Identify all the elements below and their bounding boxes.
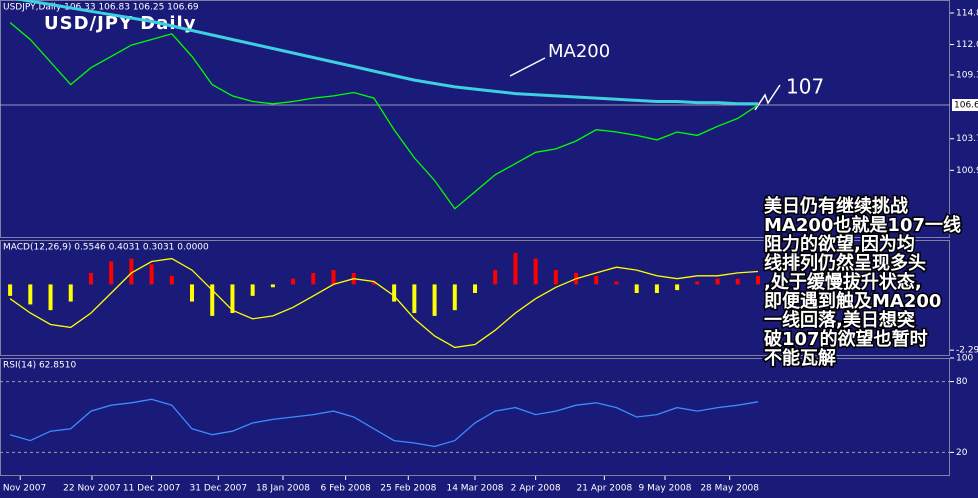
y-tick-label: 80 (956, 377, 968, 387)
histogram-bar (8, 284, 13, 296)
histogram-bar (190, 284, 195, 302)
histogram-bar (493, 270, 498, 285)
histogram-bar (88, 272, 93, 285)
histogram-bar (28, 284, 33, 305)
histogram-bar (735, 278, 740, 285)
panel-title: MACD(12,26,9) 0.5546 0.4031 0.3031 0.000… (3, 243, 209, 253)
x-tick-label: 11 Dec 2007 (123, 484, 181, 494)
histogram-bar (371, 281, 376, 285)
histogram-bar (452, 284, 457, 311)
y-tick-label: 114.85 (956, 8, 978, 18)
level-label: 107 (786, 75, 824, 99)
histogram-bar (533, 258, 538, 285)
histogram-bar (392, 284, 397, 302)
macd-panel (0, 240, 950, 356)
histogram-bar (291, 278, 296, 285)
histogram-bar (614, 281, 619, 285)
x-tick-label: 31 Dec 2007 (190, 484, 248, 494)
panel-title: RSI(14) 62.8510 (3, 361, 76, 371)
series-line (14, 0, 758, 106)
series-line (9, 257, 759, 349)
histogram-bar (169, 275, 174, 285)
histogram-bar (270, 284, 275, 288)
histogram-bar (331, 270, 336, 285)
ma-label: MA200 (548, 41, 610, 62)
x-tick-label: 9 May 2008 (639, 484, 692, 494)
y-tick-label: 100.90 (956, 166, 978, 176)
histogram-bar (473, 284, 477, 293)
histogram-bar (311, 272, 316, 285)
rsi-panel (0, 358, 950, 476)
note-line: MA200也就是107一线 (764, 214, 961, 236)
x-tick-label: 25 Feb 2008 (380, 484, 436, 494)
x-tick-label: 4 Nov 2007 (0, 484, 46, 494)
x-tick-label: 21 Apr 2008 (577, 484, 633, 494)
x-tick-label: 22 Nov 2007 (63, 484, 121, 494)
histogram-bar (594, 275, 599, 285)
note-line: 即便遇到触及MA200 (764, 290, 941, 312)
price-label: 106.69 (954, 101, 978, 111)
histogram-bar (149, 264, 154, 285)
histogram-bar (68, 284, 73, 302)
histogram-bar (675, 284, 680, 291)
histogram-bar (634, 284, 639, 293)
x-tick-label: 6 Feb 2008 (320, 484, 371, 494)
histogram-bar (553, 270, 558, 285)
note-line: 美日仍有继续挑战 (764, 195, 908, 217)
histogram-bar (210, 284, 215, 316)
note-line: 线排列仍然呈现多头 (764, 252, 926, 274)
histogram-bar (250, 284, 255, 296)
histogram-bar (48, 284, 53, 311)
series-line (9, 398, 759, 448)
y-tick-label: 20 (956, 448, 968, 458)
note-line: 一线回落,美日想突 (764, 309, 915, 331)
panel-title: USDJPY,Daily 106.33 106.83 106.25 106.69 (3, 3, 199, 13)
y-tick-label: 109.35 (956, 71, 978, 81)
arrow (754, 84, 781, 111)
y-tick-label: -2.2962 (956, 346, 978, 356)
price-box (952, 99, 978, 112)
note-line: 破107的欲望也暂时 (764, 328, 928, 350)
histogram-bar (715, 278, 720, 285)
x-tick-label: 28 May 2008 (700, 484, 759, 494)
histogram-bar (129, 258, 134, 285)
histogram-bar (432, 284, 437, 316)
histogram-bar (109, 261, 114, 285)
note-line: 不能瓦解 (764, 347, 836, 369)
arrow (509, 57, 546, 77)
histogram-bar (412, 284, 417, 314)
x-tick-label: 14 Mar 2008 (446, 484, 503, 494)
note-line: ,处于缓慢拔升状态, (764, 271, 922, 293)
note-line: 阻力的欲望,因为均 (764, 233, 915, 255)
histogram-bar (654, 284, 659, 293)
y-tick-label: 103.70 (956, 134, 978, 144)
histogram-bar (230, 284, 235, 314)
price-panel (0, 0, 950, 238)
series-line (9, 22, 759, 210)
histogram-bar (755, 275, 760, 285)
histogram-bar (513, 252, 518, 285)
x-tick-label: 18 Jan 2008 (256, 484, 310, 494)
histogram-bar (695, 281, 700, 285)
y-tick-label: 100 (956, 354, 973, 364)
x-tick-label: 2 Apr 2008 (511, 484, 561, 494)
y-tick-label: 112.05 (956, 40, 978, 50)
pair-label: USD/JPY Daily (44, 13, 196, 34)
